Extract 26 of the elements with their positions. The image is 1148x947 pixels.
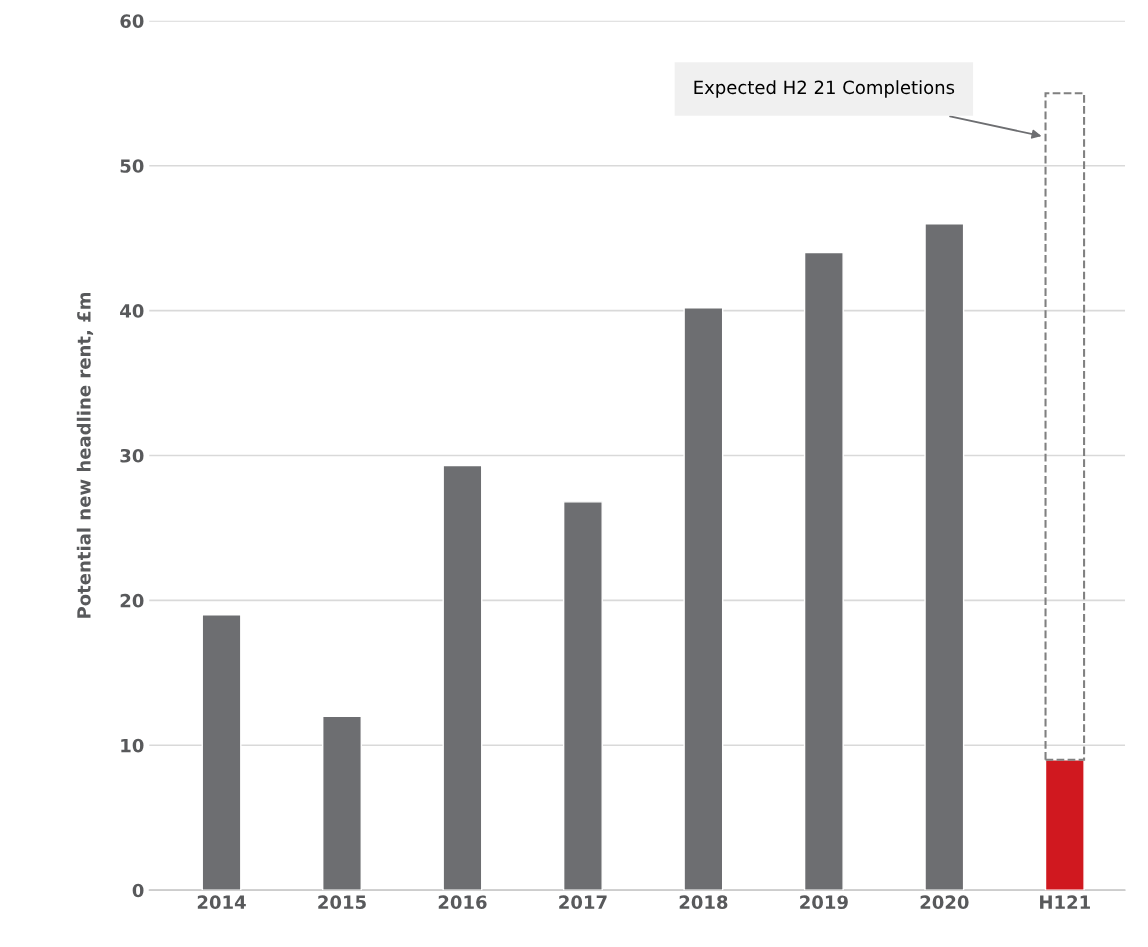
x-tick-label: 2016 [438, 895, 487, 910]
y-tick-label: 40 [120, 304, 144, 318]
bar [803, 251, 844, 891]
bar [924, 222, 965, 891]
y-axis-title: Potential new headline rent, £m [76, 292, 94, 618]
bar [1044, 759, 1085, 891]
y-tick-label: 50 [120, 159, 144, 173]
bar [201, 614, 242, 891]
annotation: Expected H2 21 Completions [694, 80, 955, 98]
x-tick-label: 2017 [559, 895, 607, 910]
y-tick-label: 60 [120, 14, 144, 28]
y-tick-label: 10 [121, 738, 144, 753]
y-tick-label: 20 [120, 593, 144, 608]
bar [322, 715, 362, 891]
x-tick-label: 2020 [920, 895, 969, 910]
bar [683, 307, 724, 891]
x-tick-label: H121 [1040, 895, 1090, 909]
bar [1044, 92, 1086, 761]
bar [562, 501, 603, 891]
y-tick-label: 0 [132, 883, 144, 898]
x-tick-label: 2015 [318, 895, 366, 910]
y-tick-label: 30 [120, 448, 144, 463]
x-tick-label: 2014 [197, 895, 246, 910]
bar [442, 464, 483, 891]
x-tick-label: 2019 [800, 895, 848, 910]
x-tick-label: 2018 [679, 895, 728, 910]
